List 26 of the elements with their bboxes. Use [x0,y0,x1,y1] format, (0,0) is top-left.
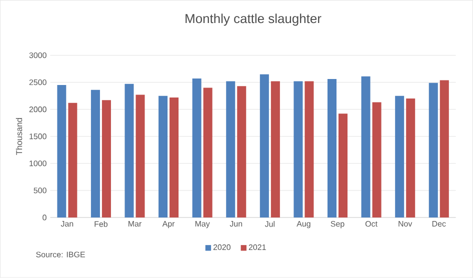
bar [102,100,111,218]
bar [294,81,303,218]
bar [361,76,370,218]
bar [440,80,449,218]
bar [372,102,382,218]
bar [226,81,236,218]
bar [203,88,212,218]
bar [395,96,404,218]
bar [192,78,202,218]
bar [260,74,269,218]
y-axis-title: Thousand [16,118,22,156]
bar [338,114,348,218]
bar [270,81,280,218]
bar [327,79,337,218]
bar [158,96,168,218]
bar [304,81,314,218]
bar [428,82,438,218]
chart-title: Monthly cattle slaughter [186,14,322,26]
bar [136,94,145,218]
bar [68,102,78,218]
bar [237,86,246,218]
bar [57,85,66,218]
bar [170,98,179,218]
bar [90,90,100,218]
bar [406,98,416,218]
bar [124,84,134,218]
